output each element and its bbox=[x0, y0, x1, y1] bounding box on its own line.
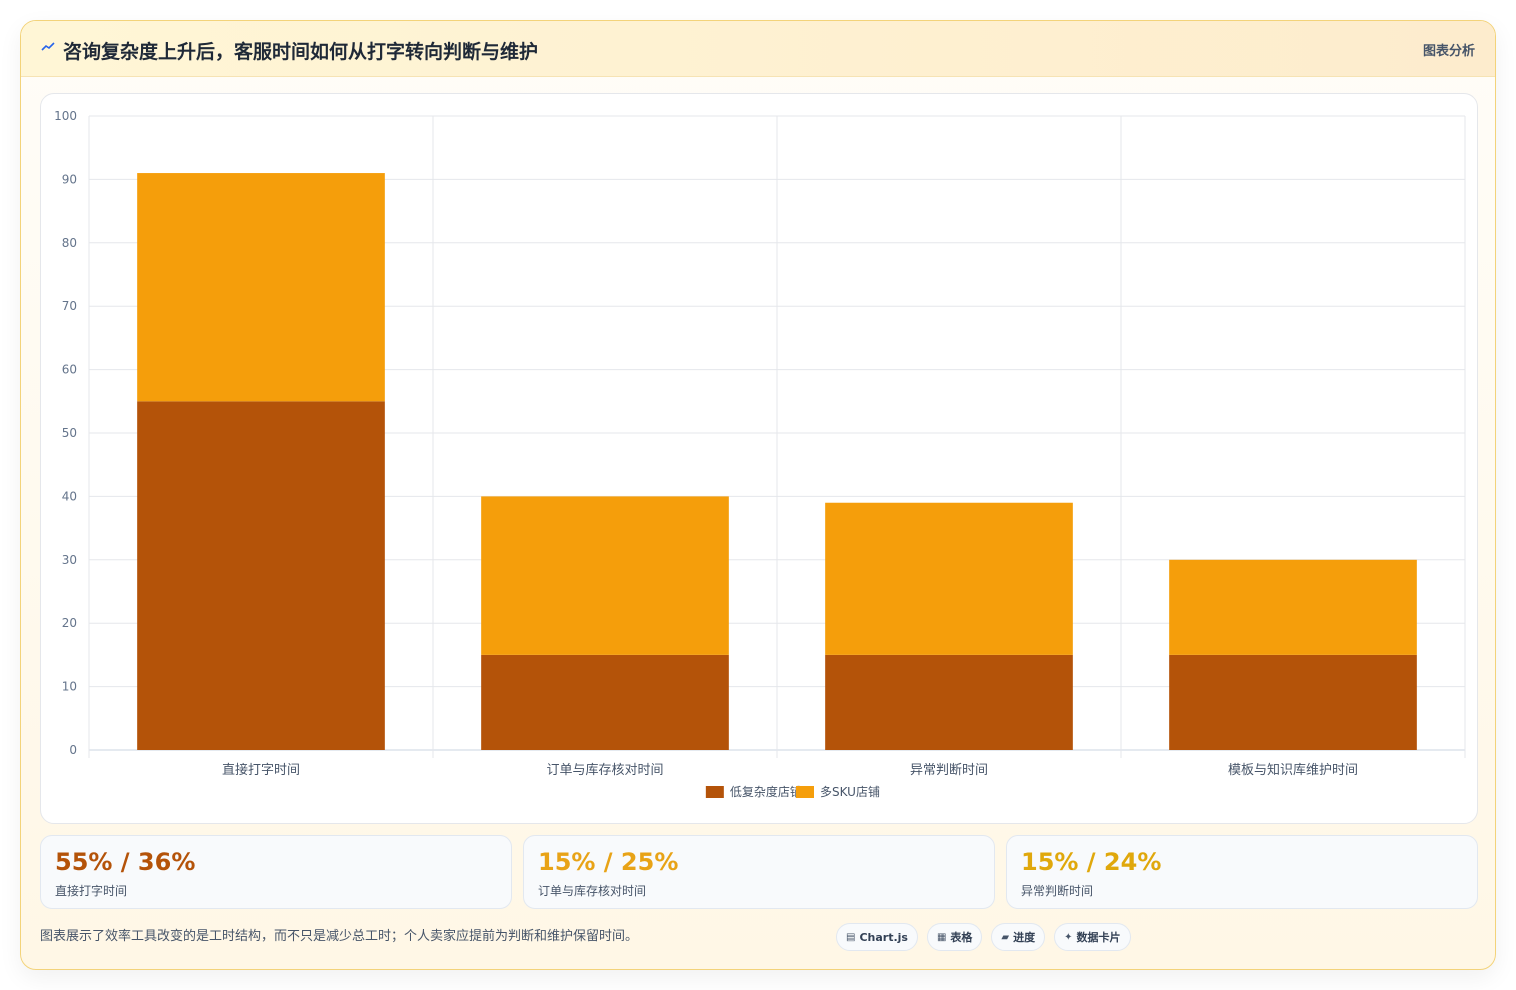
chip-label: 数据卡片 bbox=[1076, 931, 1121, 944]
card-header: 咨询复杂度上升后，客服时间如何从打字转向判断与维护 图表分析 bbox=[21, 21, 1495, 77]
chart-panel: 0 10 20 30 40 50 60 70 80 90 100 直接打字时间 订单与库存核对时间 异常判… bbox=[40, 93, 1478, 824]
bar-segment bbox=[825, 654, 1073, 750]
y-tick-label: 50 bbox=[62, 426, 77, 440]
stat-card-order-check: 15% / 25% 订单与库存核对时间 bbox=[523, 835, 995, 909]
bar-segment bbox=[481, 496, 729, 655]
legend-swatch bbox=[796, 786, 814, 798]
chip-label: 进度 bbox=[1013, 931, 1036, 944]
header-tag: 图表分析 bbox=[1422, 44, 1475, 59]
y-tick-label: 30 bbox=[62, 553, 77, 567]
x-tick-label: 直接打字时间 bbox=[222, 762, 300, 778]
chart-card: 咨询复杂度上升后，客服时间如何从打字转向判断与维护 图表分析 0 10 20 30 40… bbox=[20, 20, 1496, 970]
y-tick-label: 20 bbox=[62, 616, 77, 630]
stat-value: 15% / 24% bbox=[1021, 848, 1162, 876]
stat-card-exception: 15% / 24% 异常判断时间 bbox=[1006, 835, 1478, 909]
y-tick-label: 80 bbox=[62, 236, 77, 250]
y-tick-label: 100 bbox=[54, 109, 77, 123]
y-tick-label: 60 bbox=[62, 363, 77, 377]
stat-card-typing: 55% / 36% 直接打字时间 bbox=[40, 835, 512, 909]
chip-chartjs[interactable]: ▤ Chart.js bbox=[836, 923, 918, 951]
bar-segment bbox=[137, 401, 385, 750]
chart-icon: ▤ bbox=[846, 931, 856, 943]
chip-data-card[interactable]: ✦ 数据卡片 bbox=[1054, 923, 1131, 951]
stacked-bar-chart: 0 10 20 30 40 50 60 70 80 90 100 直接打字时间 订单与库存核对时间 异常判… bbox=[54, 109, 1466, 799]
bar-segment bbox=[825, 502, 1073, 655]
table-icon: ▦ bbox=[936, 931, 947, 943]
x-tick-label: 订单与库存核对时间 bbox=[546, 762, 663, 778]
y-tick-label: 90 bbox=[62, 172, 77, 186]
progress-icon: ▰ bbox=[1001, 931, 1010, 943]
chip-row: ▤ Chart.js ▦ 表格 ▰ 进度 ✦ 数据卡片 bbox=[836, 923, 1131, 951]
stat-value: 15% / 25% bbox=[538, 848, 679, 876]
chip-progress[interactable]: ▰ 进度 bbox=[991, 923, 1046, 951]
footer-note: 图表展示了效率工具改变的是工时结构，而不只是减少总工时；个人卖家应提前为判断和维… bbox=[40, 929, 639, 944]
stat-value: 55% / 36% bbox=[55, 848, 196, 876]
stat-label: 直接打字时间 bbox=[55, 884, 128, 898]
sparkle-icon: ✦ bbox=[1064, 931, 1073, 943]
chip-label: Chart.js bbox=[859, 930, 908, 944]
bar-segment bbox=[481, 654, 729, 750]
stat-label: 订单与库存核对时间 bbox=[538, 884, 647, 898]
chip-table[interactable]: ▦ 表格 bbox=[926, 923, 983, 951]
legend-label: 多SKU店铺 bbox=[820, 785, 880, 799]
y-tick-label: 0 bbox=[69, 743, 77, 757]
bar-segment bbox=[1169, 654, 1417, 750]
y-tick-label: 70 bbox=[62, 299, 77, 313]
legend-label: 低复杂度店铺 bbox=[730, 784, 802, 799]
y-tick-label: 40 bbox=[62, 489, 77, 503]
bar-segment bbox=[137, 173, 385, 402]
chip-label: 表格 bbox=[950, 931, 973, 944]
stat-label: 异常判断时间 bbox=[1021, 884, 1094, 898]
trend-line-icon bbox=[41, 42, 55, 51]
x-tick-label: 模板与知识库维护时间 bbox=[1228, 762, 1358, 778]
y-tick-label: 10 bbox=[62, 680, 77, 694]
bar-segment bbox=[1169, 559, 1417, 655]
page-title: 咨询复杂度上升后，客服时间如何从打字转向判断与维护 bbox=[63, 41, 539, 63]
x-tick-label: 异常判断时间 bbox=[910, 763, 988, 778]
legend-swatch bbox=[705, 786, 724, 798]
